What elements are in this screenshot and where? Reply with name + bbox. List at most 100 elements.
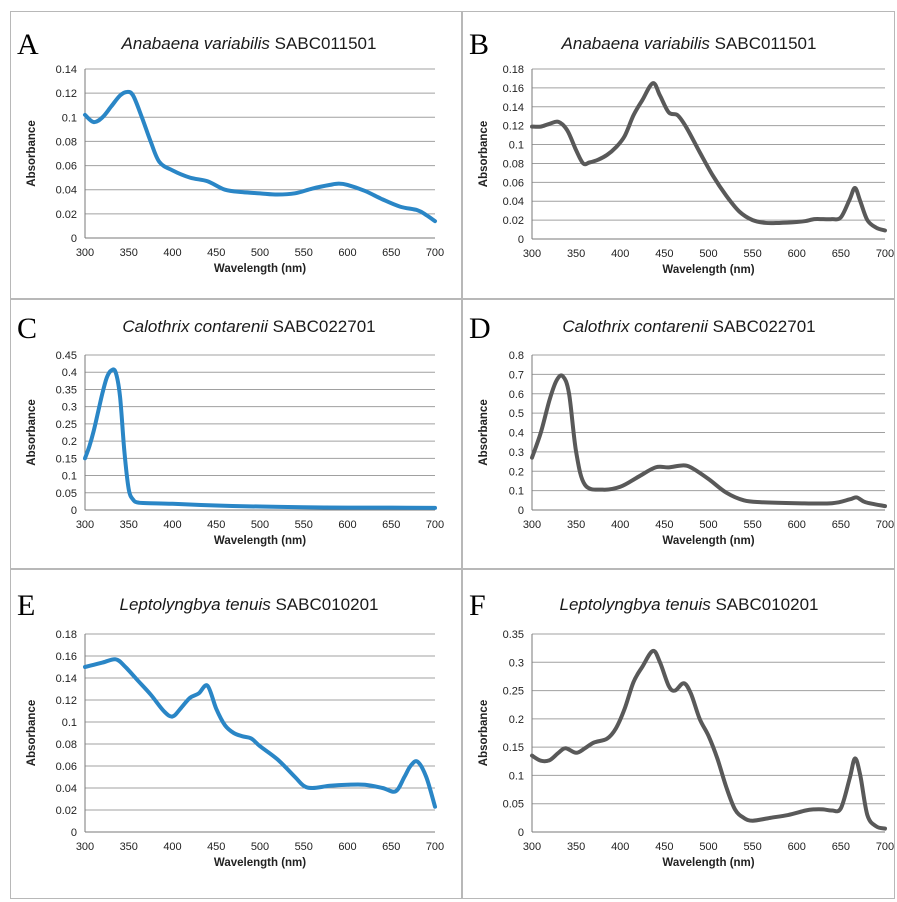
x-tick-label: 350 <box>120 841 138 853</box>
x-tick-label: 450 <box>655 519 673 531</box>
y-tick-label: 0.35 <box>56 384 77 396</box>
y-tick-label: 0.12 <box>503 121 524 133</box>
y-tick-label: 0.08 <box>56 739 77 751</box>
y-tick-label: 0.7 <box>509 369 524 381</box>
x-tick-label: 600 <box>788 519 806 531</box>
y-tick-label: 0.12 <box>56 695 77 707</box>
x-tick-label: 650 <box>832 519 850 531</box>
y-tick-label: 0.04 <box>56 783 77 795</box>
chart-title: Anabaena variabilis SABC011501 <box>561 34 817 53</box>
x-tick-label: 500 <box>699 519 717 531</box>
x-tick-label: 600 <box>338 247 356 259</box>
title-species: Leptolyngbya tenuis <box>560 595 712 614</box>
y-tick-label: 0.2 <box>509 466 524 478</box>
x-tick-label: 450 <box>655 248 673 260</box>
y-tick-label: 0.04 <box>56 185 77 197</box>
x-tick-label: 650 <box>382 841 400 853</box>
y-tick-label: 0 <box>71 827 77 839</box>
title-strain: SABC011501 <box>275 34 377 53</box>
panel-letter: E <box>17 589 35 622</box>
x-tick-label: 300 <box>523 519 541 531</box>
panel-b: B Anabaena variabilis SABC011501 0 0.02 0.04… <box>462 11 895 299</box>
x-axis-label: Wavelength (nm) <box>662 857 754 869</box>
x-axis-label: Wavelength (nm) <box>662 535 754 547</box>
y-tick-label: 0.35 <box>503 629 524 641</box>
y-tick-label: 0.02 <box>56 805 77 817</box>
panel-e: E Leptolyngbya tenuis SABC010201 0 0.02 0.04… <box>10 569 462 899</box>
x-tick-label: 500 <box>251 841 269 853</box>
y-axis-label: Absorbance <box>478 121 490 187</box>
title-species: Calothrix contarenii <box>562 317 709 336</box>
y-tick-label: 0.6 <box>509 389 524 401</box>
absorbance-series-line <box>530 373 887 509</box>
y-tick-label: 0.08 <box>56 136 77 148</box>
absorbance-series-line <box>83 657 437 809</box>
panel-d: D Calothrix contarenii SABC022701 0 0.1 0.2 0… <box>462 299 895 569</box>
y-tick-label: 0.18 <box>503 64 524 76</box>
title-species: Anabaena variabilis <box>561 34 711 53</box>
chart-title: Calothrix contarenii SABC022701 <box>562 317 815 336</box>
y-tick-label: 0.45 <box>56 350 77 362</box>
chart-title: Calothrix contarenii SABC022701 <box>122 317 375 336</box>
y-tick-label: 0.1 <box>509 770 524 782</box>
y-tick-label: 0.1 <box>62 717 77 729</box>
x-tick-label: 550 <box>743 248 761 260</box>
y-tick-label: 0.15 <box>56 453 77 465</box>
y-tick-label: 0.08 <box>503 158 524 170</box>
x-tick-label: 550 <box>295 247 313 259</box>
absorbance-series-line <box>83 367 437 510</box>
x-tick-label: 650 <box>832 841 850 853</box>
y-tick-label: 0.06 <box>56 761 77 773</box>
x-tick-label: 300 <box>76 519 94 531</box>
title-strain: SABC022701 <box>713 317 816 336</box>
x-tick-label: 500 <box>251 519 269 531</box>
x-tick-label: 700 <box>426 519 444 531</box>
x-tick-label: 350 <box>567 841 585 853</box>
title-strain: SABC010201 <box>715 595 818 614</box>
y-axis-label: Absorbance <box>478 399 490 465</box>
x-tick-label: 700 <box>426 247 444 259</box>
x-tick-label: 400 <box>163 519 181 531</box>
panel-letter: A <box>17 28 39 61</box>
y-tick-label: 0.02 <box>503 215 524 227</box>
x-tick-label: 650 <box>382 247 400 259</box>
y-tick-label: 0.3 <box>509 447 524 459</box>
x-tick-label: 450 <box>655 841 673 853</box>
y-axis-label: Absorbance <box>478 700 490 766</box>
y-tick-label: 0 <box>71 505 77 517</box>
x-tick-label: 300 <box>523 841 541 853</box>
y-tick-label: 0.18 <box>56 629 77 641</box>
title-strain: SABC010201 <box>275 595 378 614</box>
x-tick-label: 350 <box>567 248 585 260</box>
panel-letter: D <box>469 312 491 345</box>
x-tick-label: 650 <box>832 248 850 260</box>
x-axis-label: Wavelength (nm) <box>214 857 306 869</box>
y-tick-label: 0.3 <box>509 657 524 669</box>
y-tick-label: 0.16 <box>503 83 524 95</box>
x-tick-label: 450 <box>207 841 225 853</box>
y-tick-label: 0.1 <box>509 140 524 152</box>
y-tick-label: 0.16 <box>56 651 77 663</box>
x-tick-label: 450 <box>207 519 225 531</box>
chart-b: B Anabaena variabilis SABC011501 0 0.02 0.04… <box>469 28 894 276</box>
x-tick-label: 600 <box>788 841 806 853</box>
y-tick-label: 0.2 <box>62 436 77 448</box>
chart-title: Leptolyngbya tenuis SABC010201 <box>120 595 379 614</box>
y-tick-label: 0.1 <box>62 471 77 483</box>
y-tick-label: 0.05 <box>503 799 524 811</box>
title-strain: SABC011501 <box>715 34 817 53</box>
x-tick-label: 500 <box>699 841 717 853</box>
chart-title: Leptolyngbya tenuis SABC010201 <box>560 595 819 614</box>
chart-d: D Calothrix contarenii SABC022701 0 0.1 0.2 0… <box>469 312 894 547</box>
y-axis-label: Absorbance <box>26 700 38 766</box>
y-tick-label: 0 <box>518 505 524 517</box>
y-tick-label: 0 <box>518 234 524 246</box>
x-tick-label: 700 <box>876 519 894 531</box>
y-tick-label: 0.06 <box>56 161 77 173</box>
y-tick-label: 0.05 <box>56 488 77 500</box>
title-species: Calothrix contarenii <box>122 317 269 336</box>
chart-c: C Calothrix contarenii SABC022701 0 0.05 0.1… <box>17 312 444 547</box>
x-axis-label: Wavelength (nm) <box>662 264 754 276</box>
y-axis-label: Absorbance <box>26 120 38 186</box>
y-tick-label: 0.1 <box>62 112 77 124</box>
